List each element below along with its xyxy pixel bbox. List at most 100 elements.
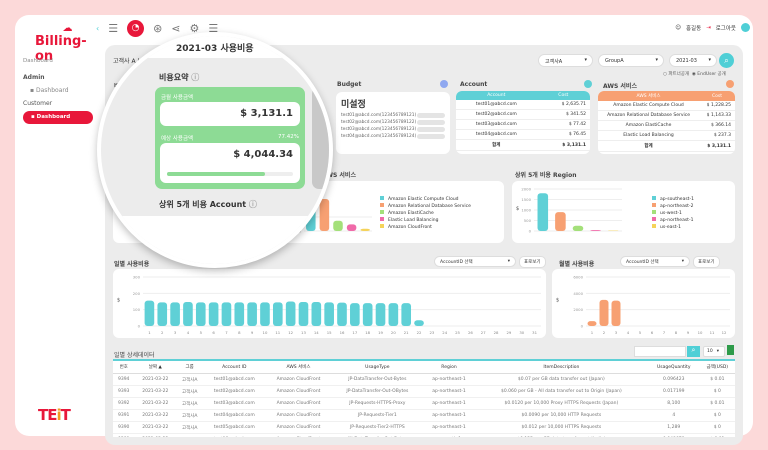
- customer-select[interactable]: 고객사A: [538, 54, 593, 67]
- column-header[interactable]: UsageQuantity: [647, 359, 700, 374]
- bar[interactable]: [298, 301, 309, 326]
- column-header[interactable]: 번호: [113, 359, 135, 374]
- bar[interactable]: [555, 212, 566, 231]
- bar[interactable]: [599, 299, 609, 326]
- bar[interactable]: [272, 302, 283, 326]
- bar[interactable]: [157, 302, 168, 326]
- name-cell: test04@abcd.com: [456, 129, 537, 140]
- bar[interactable]: [183, 301, 193, 326]
- monthly-table-button[interactable]: 표로보기: [693, 256, 720, 268]
- legend-item[interactable]: Amazon CloudFront: [380, 224, 471, 231]
- legend-item[interactable]: us-west-1: [652, 210, 694, 217]
- daily-account-select[interactable]: AccountID 선택: [434, 256, 516, 267]
- table-cell: test06@abcd.com: [203, 433, 266, 437]
- bar[interactable]: [221, 302, 232, 326]
- column-header[interactable]: 날짜 ▲: [134, 359, 177, 374]
- bar[interactable]: [388, 303, 399, 326]
- search-button[interactable]: ⌕: [719, 53, 734, 68]
- table-cell: $0.0120 per 10,000 Proxy HTTPS Requests …: [474, 397, 648, 410]
- column-header[interactable]: 그룹: [176, 359, 204, 374]
- bar[interactable]: [611, 300, 621, 326]
- table-row[interactable]: 93892021-03-22고객사Atest06@abcd.comAmazon …: [113, 433, 735, 437]
- legend-item[interactable]: us-east-1: [652, 224, 694, 231]
- bar[interactable]: [362, 303, 373, 326]
- column-header[interactable]: UsageType: [331, 359, 424, 374]
- page-size-select[interactable]: 10: [703, 346, 725, 357]
- bar[interactable]: [170, 302, 180, 326]
- list-icon[interactable]: ☰: [108, 22, 119, 35]
- table-row: Amazon Elastic Compute Cloud $ 1,228.25: [598, 101, 735, 111]
- table-cell: 2021-03-22: [134, 421, 177, 434]
- bar[interactable]: [537, 193, 549, 231]
- dashboard-icon[interactable]: ◔: [127, 20, 145, 37]
- bar[interactable]: [587, 321, 597, 326]
- x-tick-label: 5: [200, 330, 203, 335]
- bar[interactable]: [333, 220, 343, 231]
- column-header[interactable]: Region: [423, 359, 475, 374]
- legend-item[interactable]: Elastic Load Balancing: [380, 217, 471, 224]
- bar[interactable]: [285, 301, 296, 327]
- logout-button[interactable]: 로그아웃: [715, 25, 736, 32]
- excel-icon[interactable]: [727, 345, 734, 355]
- bar[interactable]: [311, 301, 322, 326]
- table-row[interactable]: 9391 2021-03-22 고객사A test04@abcd.com Amazon …: [113, 409, 735, 422]
- bar[interactable]: [346, 224, 357, 231]
- user-icon: ☺: [675, 24, 681, 31]
- menu-icon[interactable]: ☰: [208, 22, 219, 35]
- detail-search-button[interactable]: ⌕: [687, 346, 700, 357]
- bar[interactable]: [350, 303, 360, 326]
- collapse-icon[interactable]: ‹: [96, 24, 100, 33]
- budget-list: test01@abcd.com(123456789121) test02@abcd…: [341, 113, 445, 139]
- x-tick-label: 23: [429, 330, 434, 335]
- daily-table-button[interactable]: 표로보기: [519, 256, 546, 268]
- bar[interactable]: [590, 230, 601, 231]
- bar[interactable]: [247, 302, 257, 326]
- settings-badge[interactable]: [741, 23, 750, 32]
- bar[interactable]: [260, 302, 270, 326]
- bar[interactable]: [195, 302, 206, 326]
- month-select[interactable]: 2021-03: [669, 54, 717, 67]
- user-name[interactable]: 홍길동: [685, 25, 702, 32]
- table-row[interactable]: 9392 2021-03-22 고객사A test03@abcd.com Amazon …: [113, 397, 735, 410]
- legend-item[interactable]: ap-northeast-2: [652, 203, 694, 210]
- legend-item[interactable]: ap-southeast-1: [652, 196, 694, 203]
- column-header[interactable]: 금액(USD): [699, 359, 735, 374]
- bar[interactable]: [337, 302, 347, 326]
- table-cell: Amazon CloudFront: [265, 385, 332, 398]
- column-header[interactable]: ItemDescription: [474, 359, 648, 374]
- share-icon[interactable]: ⋖: [171, 22, 181, 35]
- legend-item[interactable]: Amazon Relational Database Service: [380, 203, 471, 210]
- legend-item[interactable]: ap-northeast-1: [652, 217, 694, 224]
- table-row[interactable]: 9394 2021-03-22 고객사A test01@abcd.com Amazon …: [113, 373, 735, 386]
- bar[interactable]: [360, 228, 370, 231]
- bar[interactable]: [324, 302, 334, 326]
- radio-partner[interactable]: 파트너공개: [668, 72, 690, 77]
- table-row[interactable]: 9393 2021-03-22 고객사A test02@abcd.com Amazon …: [113, 385, 735, 398]
- gear-icon[interactable]: ⚙: [189, 22, 200, 35]
- bar[interactable]: [572, 225, 584, 231]
- sidebar-section-admin: Admin: [23, 74, 45, 81]
- bar[interactable]: [401, 303, 412, 326]
- sidebar-item-admin-dashboard[interactable]: ▪ Dashboard: [30, 87, 69, 94]
- column-header[interactable]: AWS 서비스: [265, 359, 332, 374]
- bar[interactable]: [414, 320, 424, 326]
- column-header[interactable]: Account ID: [203, 359, 266, 374]
- legend-swatch: [380, 217, 384, 221]
- x-tick-label: 7: [663, 330, 666, 335]
- detail-search-input[interactable]: [634, 346, 686, 357]
- legend-item[interactable]: Amazon Elastic Compute Cloud: [380, 196, 471, 203]
- monthly-account-select[interactable]: AccountID 선택: [620, 256, 690, 267]
- bar[interactable]: [144, 300, 155, 326]
- table-row[interactable]: 9390 2021-03-22 고객사A test05@abcd.com Amazon …: [113, 421, 735, 434]
- bar[interactable]: [234, 302, 245, 326]
- sidebar-item-customer-dashboard[interactable]: ▪ Dashboard: [23, 111, 93, 124]
- dollar-icon[interactable]: ⊛: [153, 22, 163, 35]
- legend-item[interactable]: Amazon ElastiCache: [380, 210, 471, 217]
- table-cell: $0.060 per GB - All data transfer out to…: [474, 385, 648, 398]
- bar[interactable]: [375, 303, 386, 326]
- group-select[interactable]: GroupA: [598, 54, 664, 67]
- next-card-edge: [312, 87, 329, 189]
- radio-enduser[interactable]: EndUser 공개: [697, 72, 726, 77]
- user-menu: ☺ 홍길동 ⇥ 로그아웃: [675, 23, 750, 32]
- bar[interactable]: [208, 302, 219, 326]
